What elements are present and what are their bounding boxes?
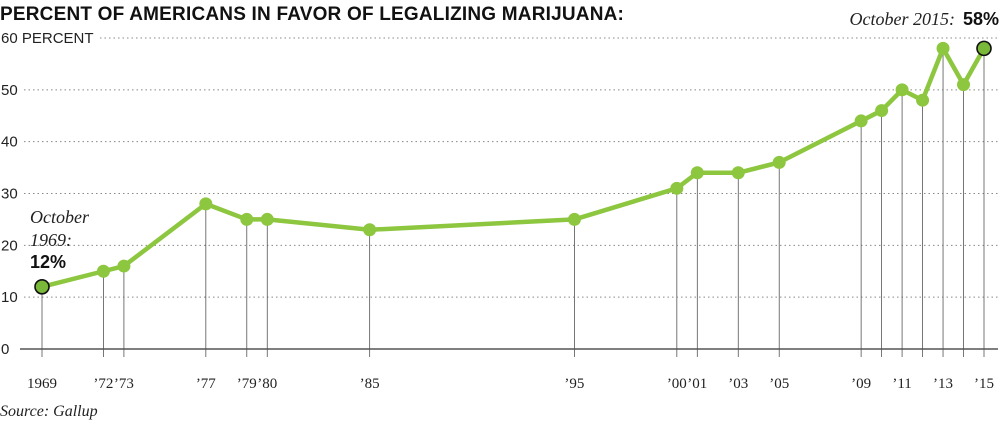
data-point	[916, 93, 930, 107]
data-point	[772, 155, 786, 169]
x-tick-label: ’01	[687, 376, 707, 392]
data-point	[731, 166, 745, 180]
y-tick-label: 40	[1, 134, 18, 151]
y-tick-label: 0	[1, 341, 9, 358]
y-tick-label: 20	[1, 237, 18, 254]
x-tick-label: ’05	[769, 376, 789, 392]
data-point	[567, 212, 581, 226]
data-point	[260, 212, 274, 226]
x-tick-label: ’95	[564, 376, 584, 392]
data-point	[96, 264, 110, 278]
data-point	[895, 83, 909, 97]
x-axis-ticks: 1969 ’72’73 ’77 ’79’80 ’85 ’95 ’00’01 ’03 ’05 ’09…	[27, 376, 994, 392]
x-tick-label: ’09	[851, 376, 871, 392]
data-point	[936, 41, 950, 55]
x-tick-label: ’00	[667, 376, 687, 392]
grid-layer	[20, 37, 998, 350]
data-point	[117, 259, 131, 273]
data-point	[199, 197, 213, 211]
data-point	[875, 104, 889, 118]
data-point	[363, 223, 377, 237]
y-axis-ticks: 0 10 20 30 40 50 60 PERCENT	[1, 30, 94, 358]
series-line-layer	[39, 46, 987, 290]
data-point	[240, 212, 254, 226]
end-annotation-value: 58%	[963, 9, 999, 29]
start-annotation-line1: October	[30, 207, 90, 227]
y-tick-label: 60 PERCENT	[1, 30, 94, 47]
series-line	[39, 46, 987, 290]
x-tick-label: 1969	[27, 376, 57, 392]
y-tick-label: 50	[1, 82, 18, 99]
x-tick-label: ’80	[257, 376, 277, 392]
data-point-endpoint	[976, 40, 992, 57]
x-tick-label: ’79	[237, 376, 257, 392]
x-tick-label: ’77	[196, 376, 216, 392]
chart-title: PERCENT OF AMERICANS IN FAVOR OF LEGALIZ…	[0, 4, 624, 25]
data-point	[957, 78, 971, 92]
start-annotation-value: 12%	[30, 252, 66, 272]
x-tick-label: ’85	[360, 376, 380, 392]
x-tick-label: ’15	[974, 376, 994, 392]
data-point-endpoint	[34, 278, 50, 295]
x-tick-label: ’13	[933, 376, 953, 392]
data-point	[854, 114, 868, 128]
x-tick-label: ’73	[114, 376, 134, 392]
data-points	[34, 40, 992, 295]
source-note: Source: Gallup	[0, 403, 98, 420]
x-tick-label: ’11	[892, 376, 911, 392]
start-annotation-line2: 1969:	[30, 230, 72, 250]
drop-lines	[41, 48, 985, 357]
y-tick-label: 30	[1, 186, 18, 203]
data-point	[690, 166, 704, 180]
x-tick-label: ’03	[728, 376, 748, 392]
end-annotation-label: October 2015:	[850, 9, 955, 29]
y-tick-label: 10	[1, 289, 18, 306]
x-tick-label: ’72	[93, 376, 113, 392]
data-point	[670, 181, 684, 195]
